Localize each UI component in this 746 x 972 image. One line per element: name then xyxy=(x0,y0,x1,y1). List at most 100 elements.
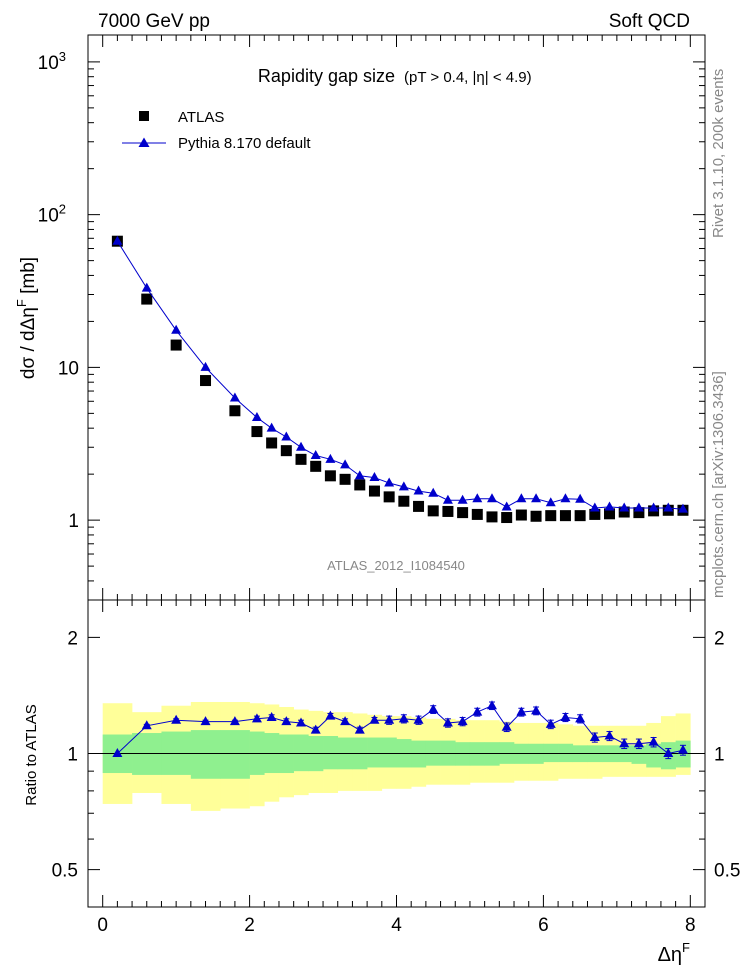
ratio-point xyxy=(545,718,556,728)
atlas-point xyxy=(413,500,425,512)
ratio-frame xyxy=(87,599,706,908)
atlas-point xyxy=(295,453,307,465)
side-text-bottom: mcplots.cern.ch [arXiv:1306.3436] xyxy=(710,371,727,598)
atlas-point xyxy=(530,510,542,522)
ratio-point xyxy=(310,724,321,734)
atlas-point xyxy=(229,405,241,417)
legend-atlas-marker xyxy=(139,111,149,121)
main-panel: Rapidity gap size (pT > 0.4, |η| < 4.9) … xyxy=(14,34,706,601)
pythia-point xyxy=(575,493,586,503)
ratio-point xyxy=(340,716,351,726)
ratio-y-tick-label-right: 1 xyxy=(714,745,725,766)
atlas-point xyxy=(618,506,630,518)
ratio-point xyxy=(619,738,630,748)
stat-uncertainty-band xyxy=(381,737,397,768)
stat-uncertainty-band xyxy=(323,736,339,770)
pythia-point xyxy=(296,441,307,451)
pythia-point xyxy=(266,422,277,432)
stat-uncertainty-band xyxy=(367,737,383,768)
pythia-point xyxy=(112,235,123,245)
x-tick-label: 8 xyxy=(685,915,696,936)
atlas-point xyxy=(280,445,292,457)
stat-uncertainty-band xyxy=(543,743,559,763)
ratio-panel: 2 2 1 1 0.5 0.5 0 2 4 6 8 Ratio to ATLAS ΔηF xyxy=(23,599,740,966)
atlas-point xyxy=(251,426,263,438)
pythia-point xyxy=(442,494,453,504)
ratio-point xyxy=(486,700,497,710)
ratio-y-ticks: 2 2 1 1 0.5 0.5 xyxy=(52,628,740,908)
pythia-point xyxy=(229,392,240,402)
main-y-axis-label: dσ / dΔηF [mb] xyxy=(14,257,39,379)
legend-atlas-label: ATLAS xyxy=(178,109,224,126)
header-right: Soft QCD xyxy=(609,11,690,32)
atlas-point xyxy=(574,510,586,522)
pythia-point xyxy=(141,282,152,292)
ratio-y-tick-label-right: 2 xyxy=(714,628,725,649)
ratio-x-ticks: 0 2 4 6 8 xyxy=(97,600,696,936)
ratio-point xyxy=(604,730,615,740)
x-tick-label: 6 xyxy=(538,915,549,936)
atlas-point xyxy=(339,473,351,485)
atlas-point xyxy=(266,437,278,449)
legend-pythia-label: Pythia 8.170 default xyxy=(178,135,311,152)
atlas-point xyxy=(545,510,557,522)
ratio-y-tick-label-left: 2 xyxy=(67,628,78,649)
ratio-point xyxy=(633,738,644,748)
ratio-y-tick-label-left: 1 xyxy=(67,745,78,766)
x-tick-label: 0 xyxy=(97,915,108,936)
ratio-point xyxy=(200,716,211,726)
main-data-marks xyxy=(111,235,689,524)
ratio-point xyxy=(560,711,571,721)
atlas-point xyxy=(200,375,212,387)
ratio-y-axis-label: Ratio to ATLAS xyxy=(23,704,40,805)
ratio-point xyxy=(516,706,527,716)
ratio-y-tick-label-right: 0.5 xyxy=(714,861,740,882)
atlas-point xyxy=(501,512,513,524)
stat-uncertainty-band xyxy=(646,743,662,768)
ratio-y-tick-label-left: 0.5 xyxy=(52,861,78,882)
main-title: Rapidity gap size xyxy=(258,66,395,86)
pythia-point xyxy=(340,459,351,469)
atlas-point xyxy=(170,339,182,351)
ratio-point xyxy=(251,713,262,723)
atlas-point xyxy=(398,495,410,507)
pythia-point xyxy=(486,493,497,503)
ratio-point xyxy=(457,716,468,726)
ratio-point xyxy=(472,706,483,716)
atlas-point xyxy=(604,508,616,520)
pythia-point xyxy=(619,502,630,512)
pythia-point xyxy=(200,361,211,371)
header-left: 7000 GeV pp xyxy=(98,11,210,32)
stat-uncertainty-band xyxy=(220,730,250,779)
pythia-point xyxy=(398,481,409,491)
ratio-point xyxy=(384,714,395,724)
pythia-point xyxy=(310,449,321,459)
atlas-point xyxy=(141,293,153,305)
pythia-point xyxy=(251,411,262,421)
atlas-point xyxy=(486,511,498,523)
ratio-point xyxy=(428,704,439,714)
pythia-point xyxy=(354,470,365,480)
ratio-point xyxy=(171,714,182,724)
stat-uncertainty-band xyxy=(558,743,574,763)
watermark: ATLAS_2012_I1084540 xyxy=(327,558,465,573)
ratio-point xyxy=(663,748,674,757)
x-tick-label: 4 xyxy=(391,915,402,936)
ratio-point xyxy=(266,711,277,721)
main-y-tick-label: 103 xyxy=(38,49,66,74)
ratio-point xyxy=(501,721,512,731)
ratio-point xyxy=(369,714,380,724)
x-axis-label: ΔηF xyxy=(658,940,690,966)
pythia-point xyxy=(560,493,571,503)
pythia-point xyxy=(428,487,439,497)
main-y-tick-label: 1 xyxy=(68,511,79,532)
pythia-point xyxy=(516,493,527,503)
pythia-point xyxy=(369,472,380,482)
ratio-point xyxy=(229,716,240,726)
atlas-point xyxy=(427,505,439,517)
ratio-data-marks xyxy=(112,700,688,760)
ratio-point xyxy=(677,744,688,754)
pythia-point xyxy=(472,493,483,503)
ratio-point xyxy=(281,716,292,726)
